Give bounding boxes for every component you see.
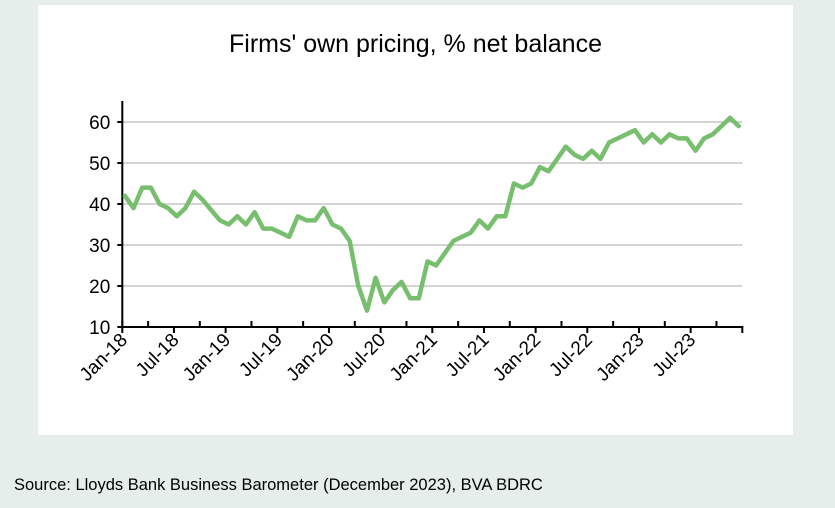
chart-title: Firms' own pricing, % net balance bbox=[229, 30, 602, 58]
y-tick-label: 30 bbox=[89, 236, 110, 257]
y-tick-label: 60 bbox=[89, 113, 110, 134]
x-tick-label: Jan-23 bbox=[593, 330, 649, 386]
y-tick-label: 40 bbox=[89, 195, 110, 216]
y-tick-label: 50 bbox=[89, 154, 110, 175]
series-line bbox=[122, 115, 741, 313]
x-tick-label: Jan-21 bbox=[386, 330, 442, 386]
source-note: Source: Lloyds Bank Business Barometer (… bbox=[14, 476, 543, 494]
chart-panel bbox=[38, 5, 793, 435]
x-tick-label: Jul-22 bbox=[545, 330, 596, 381]
y-tick-label: 20 bbox=[89, 277, 110, 298]
x-tick-label: Jul-19 bbox=[235, 330, 286, 381]
x-tick-label: Jan-22 bbox=[489, 330, 545, 386]
x-tick-label: Jul-21 bbox=[442, 330, 493, 381]
x-tick-label: Jan-20 bbox=[283, 330, 339, 386]
x-tick-label: Jul-20 bbox=[339, 330, 390, 381]
x-tick-label: Jan-19 bbox=[179, 330, 235, 386]
x-tick-label: Jul-18 bbox=[132, 330, 183, 381]
x-tick-label: Jul-23 bbox=[649, 330, 700, 381]
y-tick-label: 10 bbox=[89, 318, 110, 339]
